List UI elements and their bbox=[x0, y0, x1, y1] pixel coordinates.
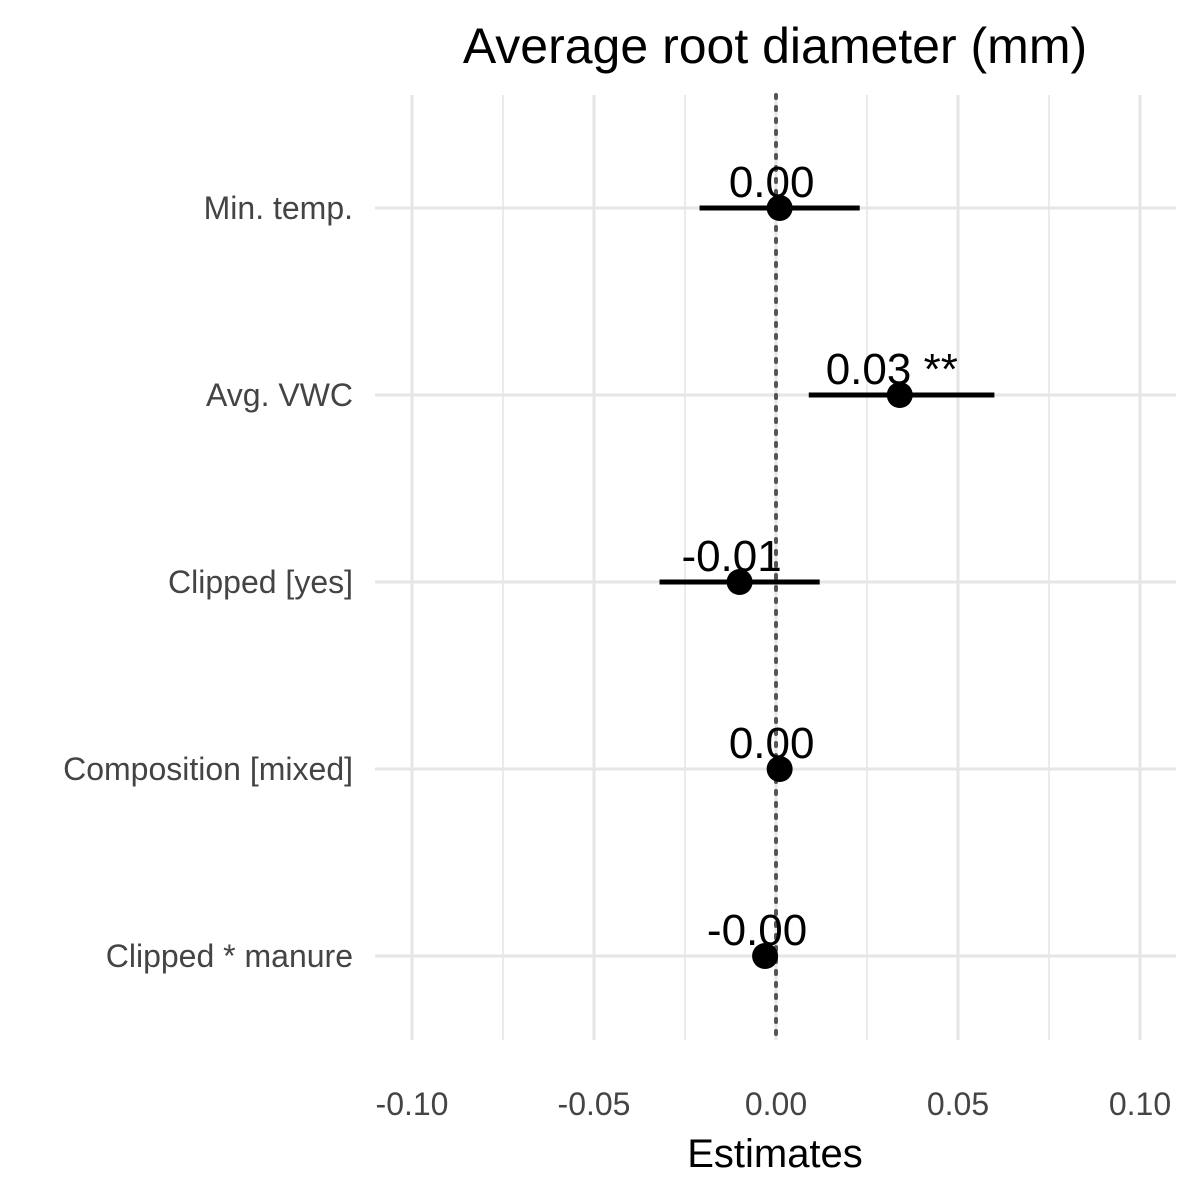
x-tick-label: -0.10 bbox=[376, 1086, 449, 1122]
x-axis-ticks: -0.10 -0.05 0.00 0.05 0.10 bbox=[376, 1086, 1172, 1122]
chart-title: Average root diameter (mm) bbox=[463, 18, 1087, 74]
estimate-point bbox=[726, 569, 753, 595]
y-tick-label: Composition [mixed] bbox=[63, 751, 353, 787]
y-tick-label: Clipped [yes] bbox=[168, 564, 353, 600]
data-labels-group: 0.00 0.03 ** -0.01 0.00 -0.00 bbox=[681, 158, 957, 955]
y-tick-label: Min. temp. bbox=[204, 190, 353, 226]
data-label: -0.00 bbox=[707, 906, 807, 955]
estimates-group bbox=[659, 195, 995, 969]
y-axis-ticks: Min. temp. Avg. VWC Clipped [yes] Compositi… bbox=[63, 190, 353, 974]
data-label: 0.00 bbox=[729, 719, 815, 768]
data-label: -0.01 bbox=[681, 532, 781, 581]
y-tick-label: Clipped * manure bbox=[106, 938, 353, 974]
estimate-point bbox=[766, 756, 793, 782]
x-tick-label: 0.10 bbox=[1109, 1086, 1171, 1122]
x-tick-label: 0.05 bbox=[927, 1086, 989, 1122]
estimate-point bbox=[886, 382, 913, 408]
data-label: 0.03 ** bbox=[826, 345, 958, 394]
estimate-point bbox=[752, 943, 779, 969]
estimate-point bbox=[766, 195, 793, 221]
data-label: 0.00 bbox=[729, 158, 815, 207]
x-tick-label: -0.05 bbox=[558, 1086, 631, 1122]
x-axis-title: Estimates bbox=[687, 1132, 863, 1176]
x-tick-label: 0.00 bbox=[745, 1086, 807, 1122]
y-tick-label: Avg. VWC bbox=[206, 377, 353, 413]
